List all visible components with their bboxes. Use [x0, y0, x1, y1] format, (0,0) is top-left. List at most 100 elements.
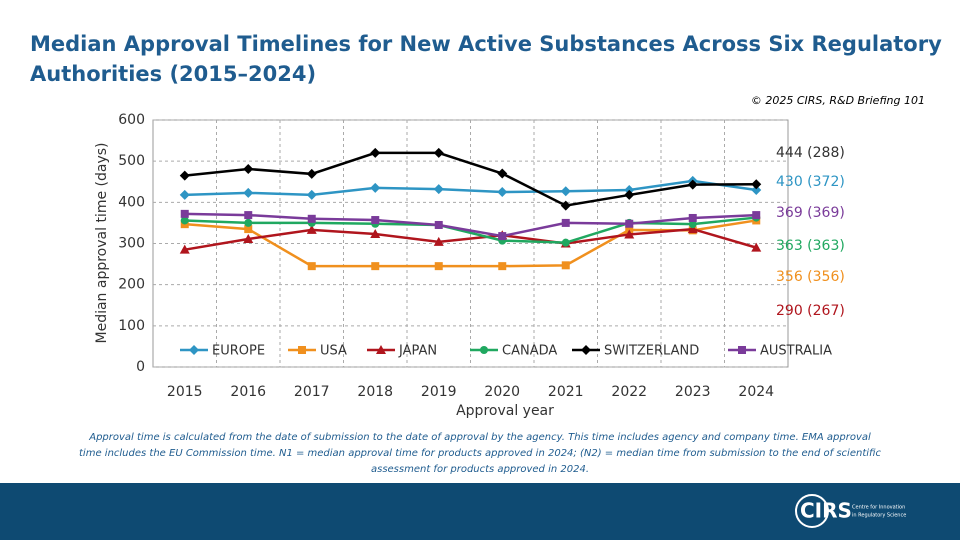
marker	[624, 229, 635, 239]
marker	[751, 184, 762, 195]
marker	[307, 214, 316, 223]
legend-label: USA	[320, 344, 347, 359]
series-line	[184, 227, 757, 251]
source: © 2025 CIRS, R&D Briefing 101	[751, 94, 925, 107]
marker	[433, 184, 444, 195]
marker	[244, 225, 253, 234]
y-tick-label: 600	[118, 112, 145, 128]
logo-ring	[795, 494, 829, 528]
marker	[498, 262, 507, 271]
y-tick-label: 200	[118, 277, 145, 293]
marker	[306, 189, 317, 200]
series-line	[184, 179, 757, 197]
marker	[244, 218, 253, 227]
end-annotation: 290 (267)	[776, 303, 845, 319]
footnote: assessment for products approved in 2024…	[371, 464, 589, 475]
marker	[180, 209, 189, 218]
legend-label: SWITZERLAND	[604, 344, 699, 359]
y-tick-label: 300	[118, 236, 145, 252]
marker	[624, 189, 635, 200]
x-tick-label: 2016	[230, 384, 266, 400]
marker	[561, 261, 570, 270]
title-line: Authorities (2015–2024)	[30, 62, 316, 86]
marker	[179, 189, 190, 200]
marker	[434, 220, 443, 229]
marker	[625, 219, 634, 228]
marker	[243, 233, 254, 243]
marker	[370, 147, 381, 158]
x-tick-label: 2022	[611, 384, 647, 400]
x-tick-label: 2020	[484, 384, 520, 400]
marker	[371, 262, 380, 271]
title-line: Median Approval Timelines for New Active…	[30, 32, 942, 56]
marker	[687, 224, 698, 234]
legend-label: JAPAN	[398, 344, 437, 359]
x-tick-label: 2019	[421, 384, 457, 400]
marker	[433, 236, 444, 246]
marker	[371, 216, 380, 225]
x-tick-label: 2015	[167, 384, 203, 400]
footnote: time includes the EU Commission time. N1…	[79, 448, 881, 459]
marker	[179, 170, 190, 181]
y-tick-label: 400	[118, 194, 145, 210]
marker	[561, 238, 570, 247]
logo-text: Centre for Innovation	[852, 505, 905, 511]
marker	[581, 345, 591, 355]
series-line	[184, 219, 757, 268]
marker	[244, 211, 253, 220]
marker	[497, 187, 508, 198]
marker	[306, 224, 317, 234]
marker	[298, 346, 306, 354]
logo-text: in Regulatory Science	[852, 513, 906, 519]
y-tick-label: 100	[118, 318, 145, 334]
x-tick-label: 2023	[675, 384, 711, 400]
marker	[306, 168, 317, 179]
marker	[434, 262, 443, 271]
marker	[370, 229, 381, 239]
legend-label: AUSTRALIA	[760, 344, 832, 359]
marker	[688, 213, 697, 222]
marker	[180, 216, 189, 225]
footnote: Approval time is calculated from the dat…	[88, 432, 871, 443]
marker	[243, 163, 254, 174]
marker	[179, 244, 190, 254]
y-axis-label: Median approval time (days)	[94, 143, 110, 344]
x-tick-label: 2024	[738, 384, 774, 400]
logo-name: CIRS	[800, 499, 852, 523]
end-annotation: 363 (363)	[776, 238, 845, 254]
x-tick-label: 2017	[294, 384, 330, 400]
marker	[687, 179, 698, 190]
end-annotation: 444 (288)	[776, 145, 845, 161]
y-tick-label: 0	[136, 359, 145, 375]
series-line	[184, 216, 757, 244]
footer-band	[0, 483, 960, 540]
marker	[560, 200, 571, 211]
marker	[189, 345, 199, 355]
marker	[480, 346, 488, 354]
marker	[560, 186, 571, 197]
x-tick-label: 2021	[548, 384, 584, 400]
end-annotation: 369 (369)	[776, 205, 845, 221]
series-line	[184, 212, 757, 238]
marker	[498, 232, 507, 241]
marker	[751, 242, 762, 252]
end-annotation: 356 (356)	[776, 269, 845, 285]
legend-label: EUROPE	[212, 344, 265, 359]
marker	[688, 220, 697, 229]
marker	[738, 346, 746, 354]
x-axis-label: Approval year	[456, 403, 554, 419]
y-tick-label: 500	[118, 153, 145, 169]
series-line	[184, 151, 757, 207]
marker	[752, 211, 761, 220]
end-annotation: 430 (372)	[776, 174, 845, 190]
marker	[497, 168, 508, 179]
marker	[376, 345, 386, 354]
marker	[370, 182, 381, 193]
legend-label: CANADA	[502, 344, 557, 359]
x-tick-label: 2018	[357, 384, 393, 400]
marker	[433, 147, 444, 158]
marker	[751, 179, 762, 190]
marker	[561, 218, 570, 227]
marker	[307, 262, 316, 271]
